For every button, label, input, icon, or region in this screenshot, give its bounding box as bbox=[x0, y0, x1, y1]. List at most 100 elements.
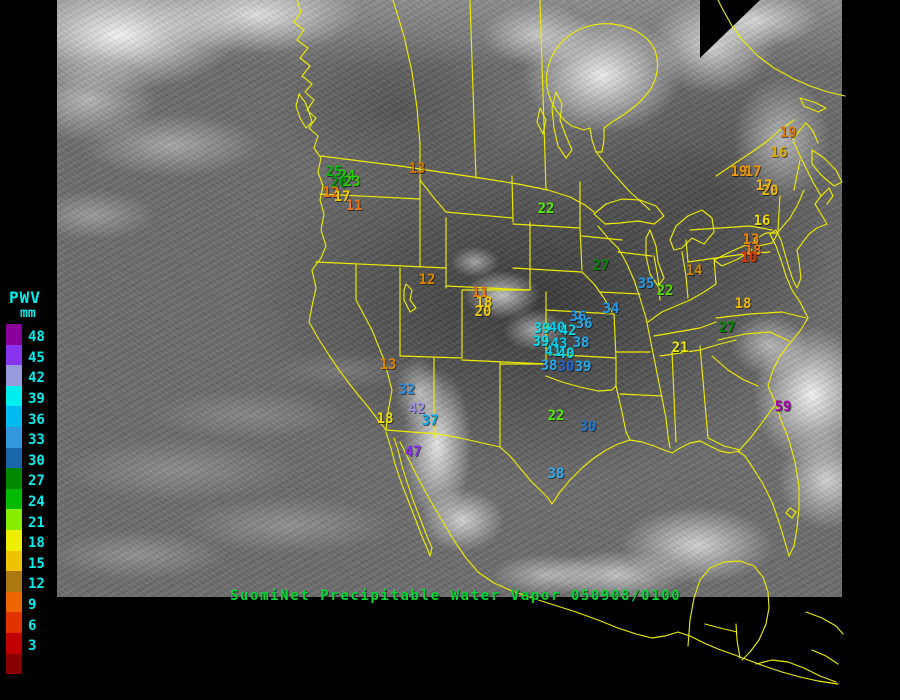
station-value: 21 bbox=[671, 340, 689, 356]
legend-value: 12 bbox=[28, 576, 45, 593]
station-value: 39 bbox=[574, 359, 592, 375]
legend-scale: 48 45 42 39 36 33 30 27 24 21 18 15 12 9 6 3 bbox=[6, 324, 45, 675]
station-value: 17 bbox=[333, 189, 351, 205]
station-value: 43 bbox=[550, 336, 568, 352]
station-value: 18 bbox=[734, 296, 752, 312]
legend-value: 39 bbox=[28, 391, 45, 408]
station-value: 30 bbox=[579, 419, 597, 435]
station-value: 20 bbox=[761, 183, 779, 199]
legend-swatch bbox=[6, 365, 22, 386]
station-value: 25 bbox=[325, 164, 343, 180]
legend-entry: 15 bbox=[6, 550, 45, 572]
station-value: 39 bbox=[532, 334, 550, 350]
station-value: 17 bbox=[744, 164, 762, 180]
legend-swatch bbox=[6, 612, 22, 633]
station-value: 38 bbox=[540, 358, 558, 374]
product-title: SuomiNet Precipitable Water Vapor 050908… bbox=[230, 588, 682, 604]
station-value: 42 bbox=[408, 401, 426, 417]
station-value: 16 bbox=[770, 145, 788, 161]
legend-entry: 27 bbox=[6, 468, 45, 489]
legend-entry: 21 bbox=[6, 509, 45, 531]
station-value: 18 bbox=[744, 243, 762, 259]
legend-entry: 42 bbox=[6, 365, 45, 386]
legend-swatch bbox=[6, 591, 22, 613]
legend-entry: 45 bbox=[6, 344, 45, 366]
station-value: 36 bbox=[575, 316, 593, 332]
station-value: 18 bbox=[475, 295, 493, 311]
legend-swatch bbox=[6, 406, 22, 427]
legend-entry: 30 bbox=[6, 447, 45, 469]
legend-entry: 39 bbox=[6, 385, 45, 408]
legend-value: 18 bbox=[28, 535, 45, 552]
station-value: 30 bbox=[557, 359, 575, 375]
station-value: 13 bbox=[379, 357, 397, 373]
legend-swatch bbox=[6, 632, 22, 654]
station-value: 34 bbox=[602, 301, 620, 317]
pwv-legend: PWV mm 48 45 42 39 36 33 30 27 24 21 18 15 12 9 6 3 bbox=[6, 288, 45, 675]
legend-swatch bbox=[6, 385, 22, 407]
legend-value: 30 bbox=[28, 452, 45, 469]
station-value: 35 bbox=[637, 276, 655, 292]
station-value: 12 bbox=[418, 272, 436, 288]
legend-entry: 36 bbox=[6, 406, 45, 428]
satellite-image bbox=[57, 0, 842, 597]
legend-value: 36 bbox=[28, 411, 45, 428]
legend-value: 15 bbox=[28, 555, 45, 572]
station-value: 27 bbox=[592, 258, 610, 274]
station-value: 10 bbox=[740, 250, 758, 266]
station-value: 14 bbox=[685, 263, 703, 279]
legend-swatch bbox=[6, 529, 22, 551]
station-value: 19 bbox=[779, 125, 797, 141]
station-value: 24 bbox=[338, 168, 356, 184]
station-value: 23 bbox=[343, 174, 361, 190]
station-value: 17 bbox=[755, 178, 773, 194]
station-value: 13 bbox=[408, 161, 426, 177]
station-value: 39 bbox=[533, 321, 551, 337]
legend-value: 6 bbox=[28, 617, 37, 634]
legend-value: 27 bbox=[28, 473, 45, 490]
legend-value: 24 bbox=[28, 494, 45, 511]
station-value: 12 bbox=[322, 185, 340, 201]
station-value: 22 bbox=[547, 408, 565, 424]
legend-entry: 24 bbox=[6, 488, 45, 511]
station-value: 18 bbox=[376, 411, 394, 427]
legend-entry: 3 bbox=[6, 632, 45, 655]
station-value: 19 bbox=[730, 164, 748, 180]
station-value: 59 bbox=[774, 399, 792, 415]
station-value: 11 bbox=[345, 198, 363, 214]
legend-value: 45 bbox=[28, 349, 45, 366]
legend-swatch bbox=[6, 488, 22, 510]
legend-swatch bbox=[6, 509, 22, 530]
station-value: 26 bbox=[330, 175, 348, 191]
station-value: 40 bbox=[557, 346, 575, 362]
legend-value: 21 bbox=[28, 514, 45, 531]
station-value: 37 bbox=[421, 413, 439, 429]
station-value: 20 bbox=[474, 304, 492, 320]
station-value: 22 bbox=[537, 201, 555, 217]
station-value: 11 bbox=[471, 285, 489, 301]
legend-entry: 12 bbox=[6, 571, 45, 592]
legend-entry: 33 bbox=[6, 426, 45, 449]
station-value: 38 bbox=[572, 335, 590, 351]
station-value: 36 bbox=[569, 309, 587, 325]
legend-title: PWV bbox=[9, 288, 41, 307]
station-value: 40 bbox=[548, 320, 566, 336]
station-value: 16 bbox=[753, 213, 771, 229]
station-value: 13 bbox=[742, 232, 760, 248]
station-value: 47 bbox=[404, 444, 422, 460]
legend-swatch bbox=[6, 324, 22, 345]
legend-entry: 18 bbox=[6, 529, 45, 552]
station-value: 41 bbox=[544, 344, 562, 360]
station-value: 22 bbox=[656, 283, 674, 299]
legend-swatch bbox=[6, 653, 22, 675]
legend-value: 9 bbox=[28, 597, 37, 614]
legend-swatch bbox=[6, 344, 22, 366]
legend-entry: 48 bbox=[6, 324, 45, 345]
station-value: 32 bbox=[398, 382, 416, 398]
legend-value: 33 bbox=[28, 432, 45, 449]
legend-swatch bbox=[6, 426, 22, 448]
station-value: 27 bbox=[718, 320, 736, 336]
station-value: 42 bbox=[559, 323, 577, 339]
legend-value: 3 bbox=[28, 638, 37, 655]
